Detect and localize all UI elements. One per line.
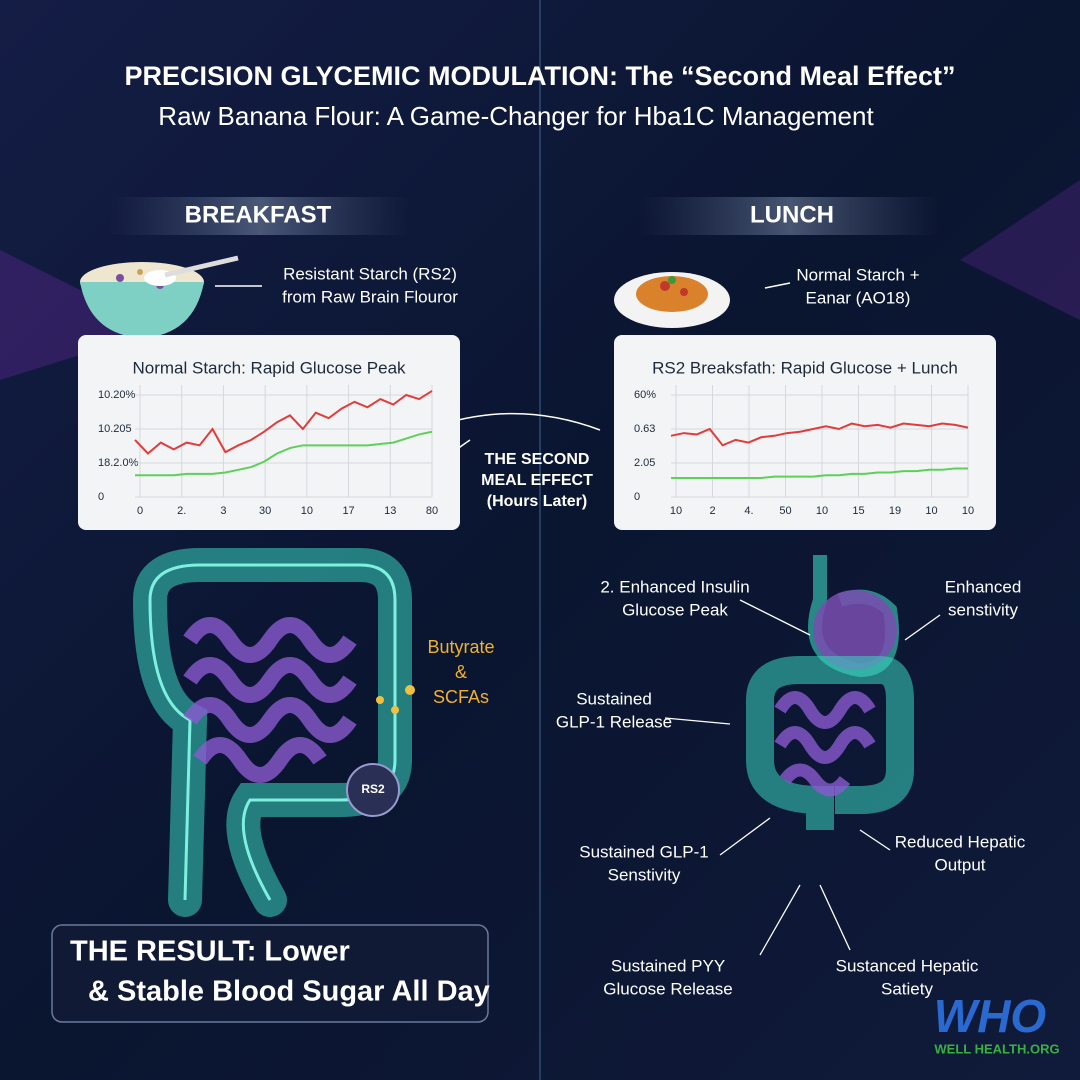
effect-label: (Hours Later) xyxy=(487,493,587,510)
chart-title: RS2 Breaksfath: Rapid Glucose + Lunch xyxy=(652,358,958,377)
series-line xyxy=(671,467,968,479)
chart-panel xyxy=(614,335,996,530)
annotation: Sustained xyxy=(576,689,652,708)
x-tick-label: 30 xyxy=(259,505,271,517)
rs2-badge xyxy=(346,763,400,817)
title: PRECISION GLYCEMIC MODULATION: The “Seco… xyxy=(124,61,955,91)
y-tick-label: 2.05 xyxy=(634,457,655,469)
x-tick-label: 80 xyxy=(426,505,438,517)
x-tick-label: 15 xyxy=(852,505,864,517)
annotation: GLP-1 Release xyxy=(556,712,672,731)
result-line: & Stable Blood Sugar All Day xyxy=(88,976,490,1008)
x-tick-label: 17 xyxy=(342,505,354,517)
y-tick-label: 18.2.0% xyxy=(98,457,139,469)
annotation: Senstivity xyxy=(608,865,681,884)
annotation: Sustained PYY xyxy=(611,956,725,975)
y-tick-label: 60% xyxy=(634,389,656,401)
result-line: THE RESULT: Lower xyxy=(70,936,350,968)
x-tick-label: 13 xyxy=(384,505,396,517)
butyrate-label: SCFAs xyxy=(433,687,489,707)
x-tick-label: 2. xyxy=(177,505,186,517)
result-box xyxy=(51,924,489,1023)
x-tick-label: 0 xyxy=(137,505,143,517)
y-tick-label: 0 xyxy=(634,491,640,503)
annotation: Enhanced xyxy=(945,577,1022,596)
label-band xyxy=(110,197,410,235)
annotation: senstivity xyxy=(948,600,1018,619)
annotation: Sustained GLP-1 xyxy=(579,842,708,861)
butyrate-label: Butyrate xyxy=(427,637,494,657)
annotation-arrows xyxy=(664,599,941,956)
x-tick-label: 10 xyxy=(816,505,828,517)
x-tick-label: 10 xyxy=(925,505,937,517)
butyrate-label: & xyxy=(455,662,467,682)
effect-label: THE SECOND xyxy=(485,451,590,468)
chart-panel xyxy=(78,335,460,530)
panel-label: LUNCH xyxy=(750,201,834,228)
y-tick-label: 10.205 xyxy=(98,423,132,435)
scfa-dots xyxy=(376,685,415,714)
food-note: from Raw Brain Flouror xyxy=(282,287,458,306)
glow xyxy=(960,180,1080,320)
subtitle: Raw Banana Flour: A Game-Changer for Hba… xyxy=(158,101,874,131)
annotation: Output xyxy=(934,855,985,874)
x-tick-label: 2 xyxy=(709,505,715,517)
food-note: Normal Starch + xyxy=(796,265,919,284)
bowl-illustration xyxy=(80,255,239,338)
x-tick-label: 19 xyxy=(889,505,901,517)
badge-label: RS2 xyxy=(361,782,385,796)
label-band xyxy=(640,197,940,235)
annotation: Glucose Release xyxy=(603,979,732,998)
chart-title: Normal Starch: Rapid Glucose Peak xyxy=(132,358,406,377)
x-tick-label: 10 xyxy=(301,505,313,517)
y-tick-label: 10.20% xyxy=(98,389,136,401)
annotation: Reduced Hepatic xyxy=(895,832,1026,851)
stomach-colon-illustration xyxy=(746,555,914,830)
food-note: Eanar (AO18) xyxy=(806,288,911,307)
series-line xyxy=(134,390,433,455)
x-tick-label: 10 xyxy=(962,505,974,517)
logo-name: WELL HEALTH.ORG xyxy=(934,1041,1059,1056)
x-tick-label: 10 xyxy=(670,505,682,517)
annotation: Satiety xyxy=(881,979,933,998)
annotation: Glucose Peak xyxy=(622,600,728,619)
annotation: 2. Enhanced Insulin xyxy=(600,577,749,596)
series-line xyxy=(135,430,433,477)
x-tick-label: 4. xyxy=(744,505,753,517)
logo-mark: WHO xyxy=(934,990,1047,1042)
colon-illustration xyxy=(132,548,412,917)
x-tick-label: 50 xyxy=(779,505,791,517)
y-tick-label: 0.63 xyxy=(634,423,655,435)
food-note: Resistant Starch (RS2) xyxy=(283,264,457,283)
y-tick-label: 0 xyxy=(98,491,104,503)
annotation: Sustanced Hepatic xyxy=(836,956,979,975)
effect-label: MEAL EFFECT xyxy=(481,472,593,489)
x-tick-label: 3 xyxy=(220,505,226,517)
glow xyxy=(0,250,160,380)
pasta-illustration xyxy=(614,272,730,328)
panel-label: BREAKFAST xyxy=(185,201,332,228)
series-line xyxy=(670,422,969,447)
